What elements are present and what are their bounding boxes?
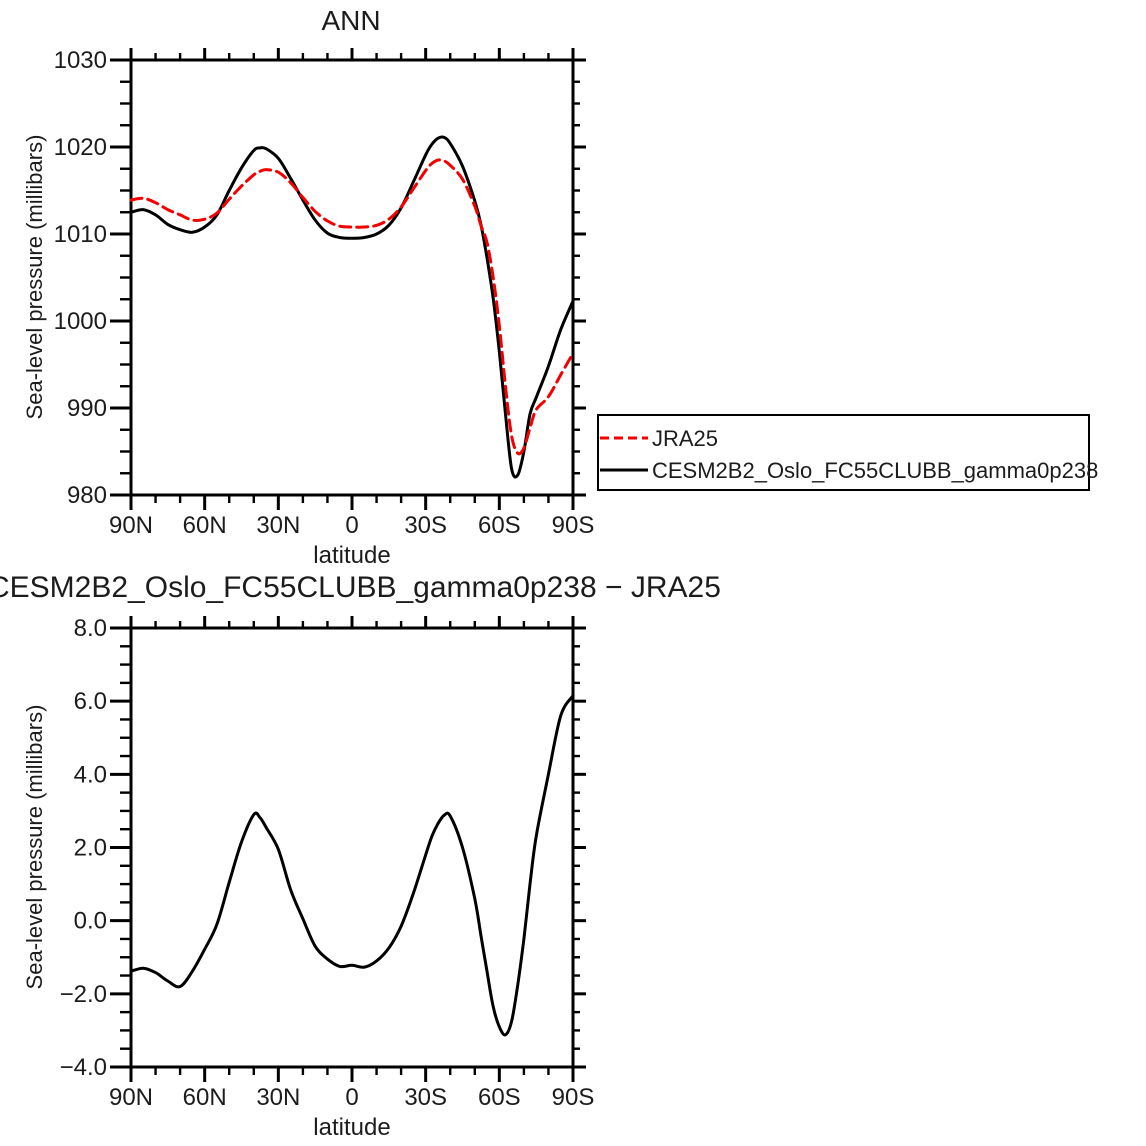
y-tick-label: 980 [67, 482, 107, 509]
axis-ticks [110, 48, 586, 510]
difference-chart: 90N 60N 30N 0 30S 60S 90S 8.0 6.0 4.0 2.0 0.0 −2.0 −4… [0, 571, 721, 1141]
x-axis-label: latitude [313, 1114, 390, 1141]
chart-title: CESM2B2_Oslo_FC55CLUBB_gamma0p238 − JRA2… [0, 571, 721, 604]
chart-title: ANN [321, 5, 380, 36]
y-tick-label: 1000 [54, 308, 107, 335]
axis-ticks [110, 616, 586, 1082]
x-tick-label: 30S [404, 512, 447, 539]
x-tick-label: 60N [183, 1084, 227, 1111]
y-tick-label: 990 [67, 395, 107, 422]
y-tick-label: 4.0 [74, 761, 107, 788]
legend-box [597, 414, 1090, 491]
x-tick-label: 30S [404, 1084, 447, 1111]
legend-entry-label: CESM2B2_Oslo_FC55CLUBB_gamma0p238 [652, 458, 1098, 483]
y-tick-label: 8.0 [74, 615, 107, 642]
x-tick-label: 0 [345, 512, 358, 539]
y-axis-label: Sea-level pressure (millibars) [22, 705, 47, 990]
y-tick-label: 1020 [54, 134, 107, 161]
y-tick-label: 2.0 [74, 835, 107, 862]
y-tick-label: 1030 [54, 47, 107, 74]
x-tick-label: 60N [183, 512, 227, 539]
series-line-cesm2b2-oslo-fc55clubb-gamma0p238-jra25 [129, 694, 575, 1037]
series-line-cesm2b2-oslo-fc55clubb-gamma0p238 [129, 135, 575, 479]
x-tick-label: 60S [478, 1084, 521, 1111]
y-tick-label: 0.0 [74, 908, 107, 935]
x-tick-label: 90N [109, 512, 153, 539]
legend: JRA25 CESM2B2_Oslo_FC55CLUBB_gamma0p238 [597, 414, 1098, 491]
y-axis-label: Sea-level pressure (millibars) [22, 135, 47, 420]
x-tick-label: 90S [552, 512, 595, 539]
y-tick-label: 1010 [54, 221, 107, 248]
series-line-jra25 [129, 158, 575, 456]
x-tick-label: 30N [256, 512, 300, 539]
x-tick-label: 90N [109, 1084, 153, 1111]
y-tick-label: −2.0 [60, 981, 107, 1008]
x-tick-label: 60S [478, 512, 521, 539]
x-axis-label: latitude [313, 542, 390, 569]
legend-entry-label: JRA25 [652, 426, 718, 451]
x-tick-label: 30N [256, 1084, 300, 1111]
y-tick-label: 6.0 [74, 688, 107, 715]
y-tick-label: −4.0 [60, 1054, 107, 1081]
plot-box [129, 626, 575, 1069]
x-tick-label: 90S [552, 1084, 595, 1111]
ann-chart: 90N 60N 30N 0 30S 60S 90S 1030 1020 1010 1000 990 98… [22, 5, 1098, 569]
x-tick-label: 0 [345, 1084, 358, 1111]
